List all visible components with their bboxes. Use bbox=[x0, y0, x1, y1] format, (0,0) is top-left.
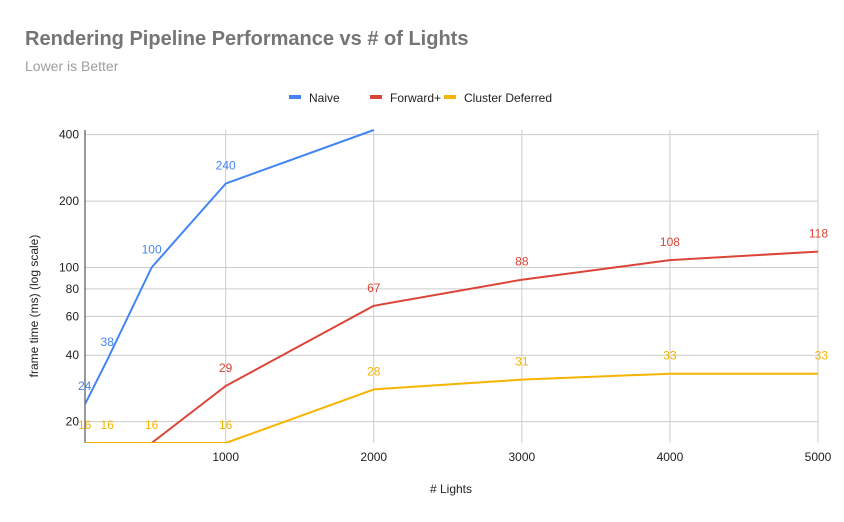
data-label: 100 bbox=[142, 242, 162, 256]
data-label: 16 bbox=[219, 418, 233, 432]
data-label: 38 bbox=[101, 335, 115, 349]
y-tick-label: 40 bbox=[66, 348, 80, 362]
data-label: 29 bbox=[219, 361, 233, 375]
data-label: 33 bbox=[663, 349, 677, 363]
series-line-forward- bbox=[85, 250, 818, 443]
data-label: 240 bbox=[216, 159, 236, 173]
data-label: 31 bbox=[515, 355, 529, 369]
x-tick-label: 3000 bbox=[508, 450, 535, 464]
series-lines bbox=[85, 129, 818, 443]
gridlines bbox=[84, 130, 819, 443]
data-label: 28 bbox=[367, 364, 381, 378]
y-tick-label: 400 bbox=[59, 128, 79, 142]
data-label: 67 bbox=[367, 281, 381, 295]
data-label: 118 bbox=[809, 227, 828, 241]
y-tick-label: 80 bbox=[66, 282, 80, 296]
data-label: 16 bbox=[101, 418, 115, 432]
y-tick-label: 20 bbox=[66, 415, 80, 429]
data-label: 33 bbox=[815, 349, 829, 363]
y-tick-label: 200 bbox=[59, 194, 79, 208]
legend-label: Cluster Deferred bbox=[464, 91, 552, 105]
chart-subtitle: Lower is Better bbox=[25, 58, 119, 74]
x-tick-label: 5000 bbox=[805, 450, 832, 464]
y-axis-ticks: 20 40 60 80 100 200 400 bbox=[59, 128, 79, 429]
chart-title: Rendering Pipeline Performance vs # of L… bbox=[25, 28, 468, 50]
data-labels: 24 38 100 240 29 67 88 108 118 16 16 16 16 28 31 33 33 bbox=[78, 159, 828, 432]
legend: Naive Forward+ Cluster Deferred bbox=[289, 91, 552, 105]
data-label: 24 bbox=[78, 379, 92, 393]
x-axis-title: # Lights bbox=[430, 482, 472, 496]
legend-label: Naive bbox=[309, 91, 340, 105]
data-label: 88 bbox=[515, 255, 529, 269]
legend-label: Forward+ bbox=[390, 91, 441, 105]
y-tick-label: 60 bbox=[66, 309, 80, 323]
y-tick-label: 100 bbox=[59, 260, 79, 274]
x-tick-label: 4000 bbox=[657, 450, 684, 464]
data-label: 16 bbox=[78, 418, 92, 432]
x-axis-ticks: 1000 2000 3000 4000 5000 bbox=[212, 450, 831, 464]
series-line-cluster-deferred bbox=[85, 372, 818, 443]
legend-swatch bbox=[289, 95, 301, 99]
series-line-naive bbox=[85, 129, 375, 405]
x-tick-label: 1000 bbox=[212, 450, 239, 464]
y-axis-title: frame time (ms) (log scale) bbox=[27, 235, 41, 378]
legend-swatch bbox=[444, 95, 456, 99]
legend-swatch bbox=[370, 95, 382, 99]
data-label: 108 bbox=[660, 235, 680, 249]
data-label: 16 bbox=[145, 418, 159, 432]
x-tick-label: 2000 bbox=[360, 450, 387, 464]
